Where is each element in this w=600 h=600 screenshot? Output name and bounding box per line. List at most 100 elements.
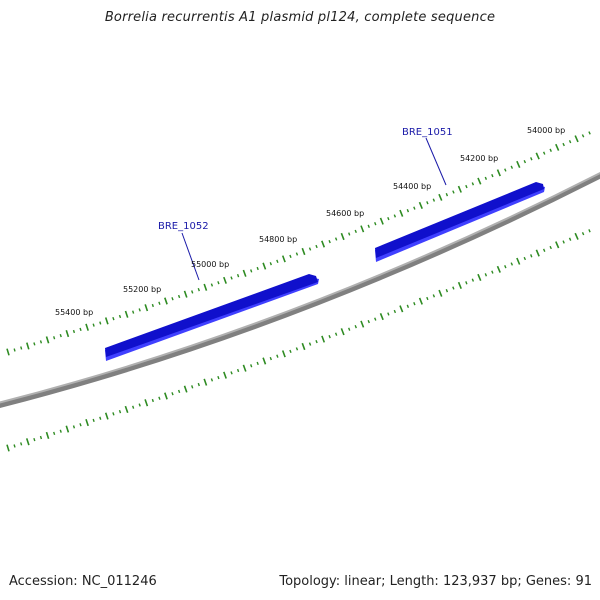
scale-minor-tick	[79, 423, 82, 427]
gene-label-leader-bre-1051	[425, 137, 447, 186]
scale-minor-tick	[177, 294, 181, 299]
scale-major-tick	[203, 283, 208, 291]
scale-minor-tick	[581, 232, 585, 236]
scale-minor-tick	[132, 310, 135, 314]
tick-label-54600: 54600 bp	[326, 209, 364, 218]
scale-major-tick	[340, 328, 345, 336]
scale-minor-tick	[191, 385, 194, 389]
scale-minor-tick	[217, 281, 220, 285]
scale-minor-tick	[374, 222, 377, 226]
scale-major-tick	[124, 310, 129, 318]
scale-major-tick	[262, 357, 267, 365]
scale-major-tick	[360, 225, 365, 233]
scale-minor-tick	[289, 349, 292, 354]
scale-major-tick	[144, 304, 149, 312]
scale-minor-tick	[568, 140, 572, 144]
scale-major-tick	[25, 438, 30, 446]
scale-minor-tick	[256, 266, 259, 271]
scale-major-tick	[65, 329, 70, 338]
tick-label-55200: 55200 bp	[123, 285, 161, 294]
scale-major-tick	[399, 305, 404, 313]
scale-minor-tick	[138, 403, 141, 407]
scale-minor-tick	[72, 425, 76, 429]
tick-label-54200: 54200 bp	[460, 154, 498, 163]
scale-minor-tick	[13, 444, 16, 448]
sequence-backbone	[0, 171, 600, 404]
scale-minor-tick	[59, 429, 62, 433]
scale-minor-tick	[348, 327, 351, 331]
scale-major-tick	[301, 247, 306, 256]
scale-minor-tick	[432, 294, 436, 298]
scale-minor-tick	[236, 273, 240, 278]
scale-minor-tick	[250, 364, 253, 368]
inner-tick-ring	[6, 229, 591, 452]
scale-minor-tick	[112, 412, 115, 416]
gene-label-bre-1052[interactable]: BRE_1052	[158, 221, 209, 232]
scale-minor-tick	[354, 325, 357, 329]
scale-minor-tick	[328, 335, 331, 339]
scale-minor-tick	[53, 336, 56, 340]
scale-minor-tick	[387, 216, 390, 221]
scale-minor-tick	[315, 339, 318, 344]
scale-minor-tick	[20, 346, 23, 350]
scale-major-tick	[104, 412, 109, 420]
scale-major-tick	[555, 241, 560, 249]
scale-minor-tick	[510, 262, 514, 266]
gene-arrow-top	[375, 182, 544, 258]
scale-major-tick	[477, 177, 482, 185]
scale-minor-tick	[217, 375, 220, 380]
scale-major-tick	[516, 160, 521, 169]
scale-minor-tick	[92, 418, 95, 423]
scale-major-tick	[104, 317, 109, 325]
scale-minor-tick	[452, 190, 455, 194]
gene-label-bre-1051[interactable]: BRE_1051	[402, 127, 453, 138]
scale-major-tick	[183, 290, 188, 298]
scale-minor-tick	[92, 323, 95, 327]
scale-minor-tick	[484, 176, 488, 180]
scale-minor-tick	[158, 301, 161, 305]
gene-feature-bre-1052[interactable]	[105, 274, 319, 361]
scale-minor-tick	[295, 347, 299, 351]
scale-major-tick	[340, 232, 345, 241]
sequence-backbone-shadow	[0, 173, 600, 409]
map-title: Borrelia recurrentis A1 plasmid pl124, c…	[104, 10, 496, 25]
scale-minor-tick	[191, 290, 194, 294]
scale-major-tick	[85, 419, 89, 427]
scale-minor-tick	[471, 182, 475, 186]
scale-minor-tick	[20, 442, 23, 446]
scale-major-tick	[183, 385, 188, 393]
scale-minor-tick	[171, 392, 174, 396]
scale-major-tick	[281, 255, 286, 263]
scale-minor-tick	[295, 252, 299, 256]
scale-minor-tick	[445, 193, 449, 197]
scale-minor-tick	[445, 289, 449, 293]
scale-major-tick	[242, 269, 247, 277]
scale-minor-tick	[413, 206, 416, 210]
scale-major-tick	[45, 336, 50, 344]
gene-feature-bre-1051[interactable]	[375, 182, 545, 262]
scale-major-tick	[223, 276, 227, 284]
gene-label-leader-bre-1052	[181, 232, 200, 281]
scale-minor-tick	[33, 342, 36, 346]
scale-major-tick	[574, 135, 579, 143]
scale-minor-tick	[72, 329, 76, 334]
scale-minor-tick	[118, 409, 122, 414]
scale-minor-tick	[289, 254, 292, 259]
scale-major-tick	[223, 371, 227, 379]
scale-major-tick	[281, 350, 286, 358]
scale-minor-tick	[432, 198, 436, 202]
scale-major-tick	[418, 297, 423, 305]
scale-minor-tick	[39, 340, 43, 344]
scale-major-tick	[574, 232, 579, 240]
scale-minor-tick	[568, 237, 572, 241]
scale-major-tick	[164, 392, 168, 400]
gene-arrow-top	[105, 274, 318, 357]
scale-major-tick	[124, 405, 129, 414]
tick-label-55400: 55400 bp	[55, 308, 93, 317]
scale-minor-tick	[230, 276, 233, 280]
scale-major-tick	[438, 193, 443, 201]
scale-major-tick	[516, 257, 521, 265]
scale-minor-tick	[269, 356, 272, 361]
scale-minor-tick	[393, 309, 397, 314]
